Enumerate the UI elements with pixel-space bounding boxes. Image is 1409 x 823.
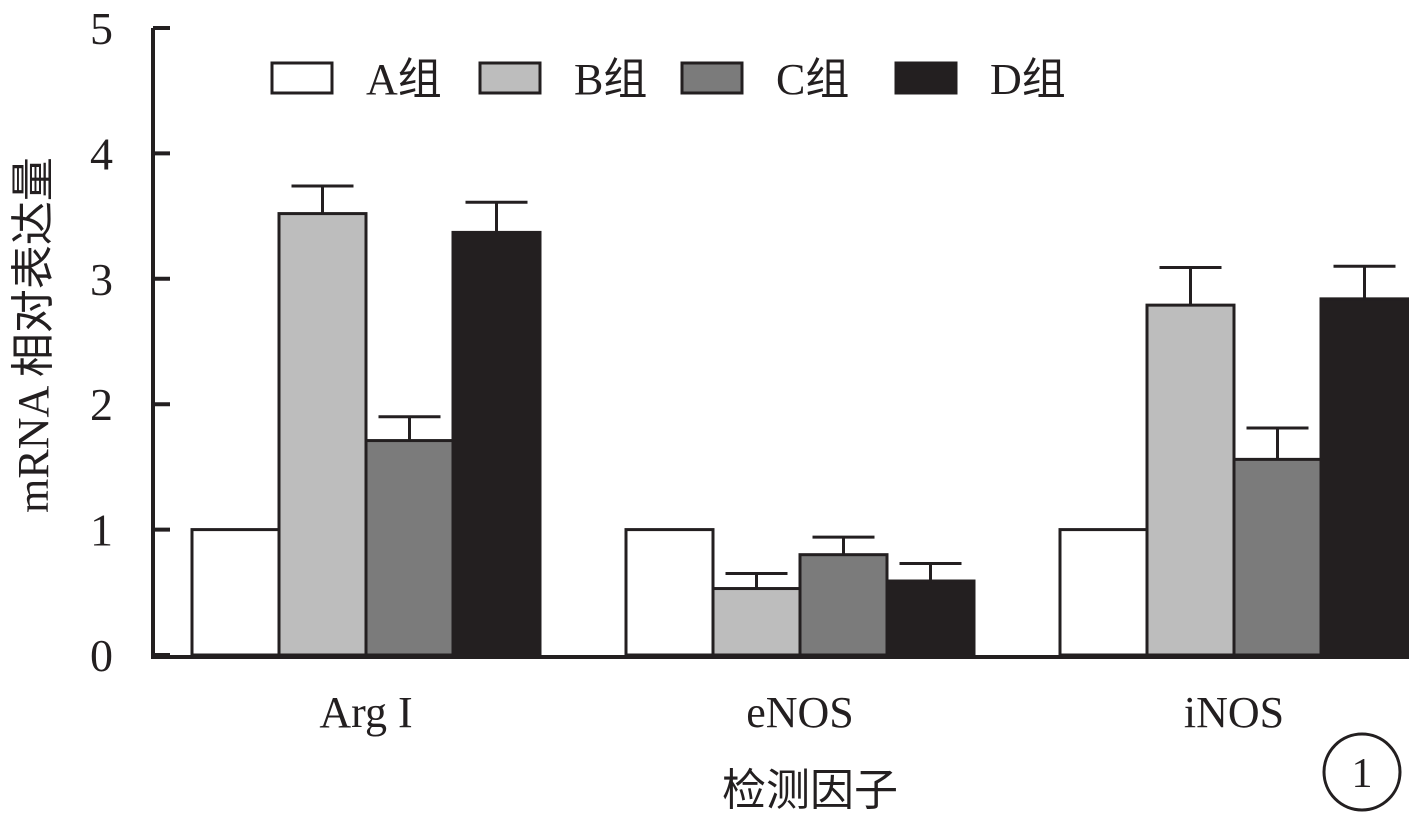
axes-layer (151, 28, 1409, 659)
legend-swatch (894, 61, 958, 95)
x-category-labels: Arg I eNOS iNOS (319, 688, 1284, 737)
bar (364, 439, 455, 657)
bar (624, 528, 715, 657)
y-tick-label: 1 (90, 505, 113, 556)
panel-badge-label: 1 (1352, 751, 1373, 797)
bar (451, 230, 542, 657)
bar (885, 579, 976, 657)
y-tick-label: 3 (90, 254, 113, 305)
legend-label: B组 (574, 55, 647, 104)
x-category-label: eNOS (746, 688, 854, 737)
legend-label: C组 (776, 55, 849, 104)
bars-layer (190, 184, 1409, 657)
bar (1319, 297, 1409, 657)
legend-label: A组 (366, 55, 442, 104)
y-tick-label: 5 (90, 3, 113, 54)
bar (1145, 303, 1236, 657)
x-category-label: iNOS (1184, 688, 1284, 737)
panel-badge: 1 (1322, 732, 1402, 812)
x-axis-title: 检测因子 (722, 766, 898, 815)
bar (798, 553, 889, 657)
bar (190, 528, 281, 657)
y-tick-label: 4 (90, 128, 113, 179)
y-ticks: 0 1 2 3 4 5 (90, 3, 170, 681)
x-category-label: Arg I (319, 688, 412, 737)
legend-label: D组 (990, 55, 1066, 104)
panel-badge-circle (1322, 732, 1402, 812)
bar (277, 212, 368, 657)
legend-swatch (478, 61, 542, 95)
legend: A组 B组 C组 D组 (270, 55, 1066, 104)
legend-swatch (270, 61, 334, 95)
y-axis-title: mRNA 相对表达量 (9, 157, 58, 513)
bar (711, 587, 802, 657)
bar (1232, 457, 1323, 657)
legend-swatch (680, 61, 744, 95)
y-tick-label: 2 (90, 379, 113, 430)
bar (1058, 528, 1149, 657)
y-tick-label: 0 (90, 630, 113, 681)
